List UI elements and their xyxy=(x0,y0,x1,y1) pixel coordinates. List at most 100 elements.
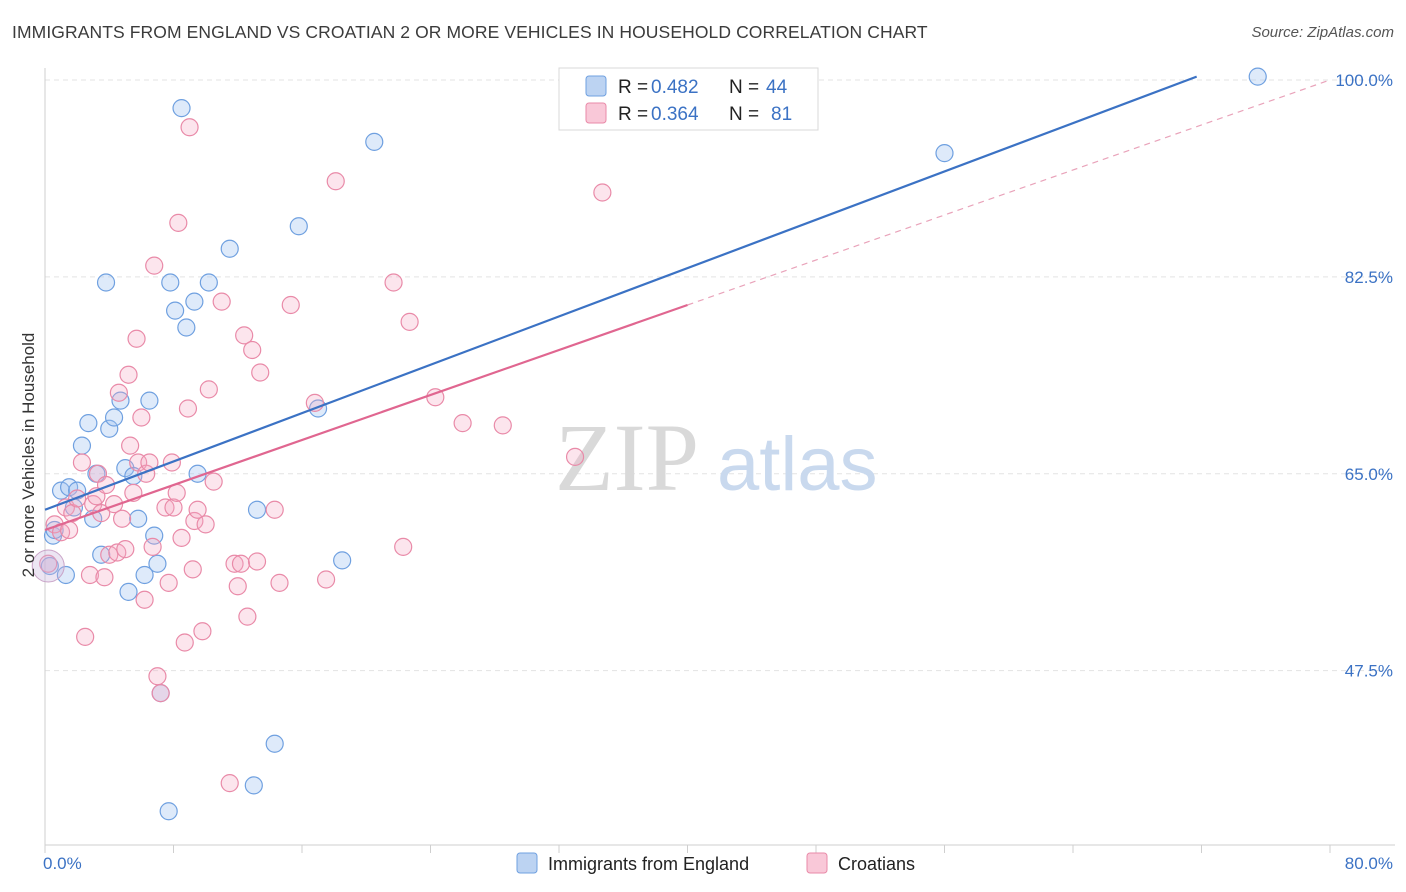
point-croatians-50 xyxy=(199,380,218,399)
legend-r-value-pink: 0.364 xyxy=(651,104,699,125)
y-tick-label-0: 47.5% xyxy=(1345,662,1393,681)
trend-croatians-dashed xyxy=(687,79,1331,306)
point-croatians-9 xyxy=(80,565,100,585)
point-croatians-7 xyxy=(72,453,92,472)
y-tick-label-1: 65.0% xyxy=(1345,465,1393,484)
point-england-15 xyxy=(104,408,124,427)
axes xyxy=(44,68,1395,853)
point-croatians-38 xyxy=(164,498,183,517)
point-england-4 xyxy=(56,565,75,585)
chart-title: IMMIGRANTS FROM ENGLAND VS CROATIAN 2 OR… xyxy=(12,22,928,42)
watermark-atlas: atlas xyxy=(717,422,878,507)
point-england-29 xyxy=(172,99,191,118)
bottom-legend: Immigrants from England Croatians xyxy=(516,852,915,874)
point-croatians-62 xyxy=(265,500,284,519)
point-england-31 xyxy=(185,292,204,311)
point-croatians-64 xyxy=(281,295,300,315)
point-england-36 xyxy=(247,500,267,519)
point-croatians-14 xyxy=(95,568,114,587)
point-england-8 xyxy=(72,436,92,455)
y-tick-label-3: 100.0% xyxy=(1335,71,1393,90)
point-croatians-44 xyxy=(180,118,199,137)
point-croatians-49 xyxy=(196,515,215,534)
bottom-legend-label-blue: Immigrants from England xyxy=(548,854,749,874)
series-immigrants-from-england xyxy=(40,67,1267,821)
point-croatians-60 xyxy=(247,552,267,571)
legend-swatch-blue xyxy=(585,75,607,97)
point-england-40 xyxy=(333,551,352,570)
bottom-legend-label-pink: Croatians xyxy=(838,854,915,874)
point-croatians-large xyxy=(31,549,65,583)
point-england-41 xyxy=(365,132,384,151)
point-croatians-46 xyxy=(185,511,204,531)
point-england-23 xyxy=(145,526,164,545)
y-axis-label: 2 or more Vehicles in Household xyxy=(19,333,38,578)
point-croatians-48 xyxy=(193,622,212,641)
point-croatians-25 xyxy=(127,329,146,348)
point-croatians-45 xyxy=(183,560,202,579)
point-england-37 xyxy=(265,734,284,753)
point-croatians-27 xyxy=(132,408,151,427)
point-croatians-75 xyxy=(593,183,612,202)
point-england-43 xyxy=(1248,67,1267,86)
point-croatians-63 xyxy=(270,573,289,592)
point-croatians-57 xyxy=(235,326,254,345)
point-croatians-21 xyxy=(116,540,135,559)
bottom-legend-swatch-blue xyxy=(516,852,538,874)
point-croatians-67 xyxy=(326,172,345,191)
legend-r-value-blue: 0.482 xyxy=(651,77,699,98)
legend: R = 0.482 N = 44 R = 0.364 N = 81 xyxy=(558,67,819,131)
point-england-26 xyxy=(159,802,178,821)
point-england-24 xyxy=(148,554,167,573)
y-tick-labels: 47.5% 65.0% 82.5% 100.0% xyxy=(1335,71,1393,681)
point-england-39 xyxy=(308,399,328,418)
point-croatians-19 xyxy=(109,383,128,402)
point-croatians-69 xyxy=(394,537,413,556)
point-croatians-56 xyxy=(231,554,251,573)
point-croatians-66 xyxy=(316,570,336,589)
point-england-21 xyxy=(135,565,154,585)
point-croatians-8 xyxy=(76,627,95,646)
point-croatians-40 xyxy=(169,213,188,232)
point-croatians-70 xyxy=(400,312,419,331)
point-croatians-41 xyxy=(172,528,191,547)
bottom-legend-swatch-pink xyxy=(806,852,828,874)
point-croatians-5 xyxy=(63,504,82,523)
watermark: ZIP atlas xyxy=(555,404,878,511)
point-croatians-47 xyxy=(188,500,207,519)
point-england-33 xyxy=(199,273,218,292)
series-croatians xyxy=(31,118,612,793)
point-croatians-20 xyxy=(112,509,132,528)
point-england-30 xyxy=(177,318,196,337)
point-england-38 xyxy=(289,217,308,236)
point-croatians-31 xyxy=(143,537,162,556)
watermark-zip: ZIP xyxy=(555,404,699,511)
point-croatians-32 xyxy=(145,256,164,275)
x-tick-labels: 0.0% 80.0% xyxy=(43,854,1393,873)
point-croatians-68 xyxy=(384,273,403,292)
point-croatians-51 xyxy=(204,472,223,491)
point-croatians-28 xyxy=(135,590,154,609)
source-label: Source: ZipAtlas.com xyxy=(1251,24,1394,41)
point-england-42 xyxy=(935,144,954,163)
point-croatians-73 xyxy=(493,416,512,435)
point-croatians-36 xyxy=(159,573,178,592)
point-croatians-54 xyxy=(225,554,244,573)
point-croatians-42 xyxy=(175,633,194,652)
point-england-14 xyxy=(100,419,119,438)
point-england-27 xyxy=(161,273,180,292)
point-croatians-59 xyxy=(243,340,262,360)
point-croatians-72 xyxy=(453,414,472,433)
point-croatians-34 xyxy=(151,684,170,703)
x-tick-label-0: 0.0% xyxy=(43,854,82,873)
point-england-34 xyxy=(220,239,239,258)
point-croatians-22 xyxy=(119,365,138,384)
trend-lines xyxy=(44,75,1331,532)
point-england-28 xyxy=(166,301,185,320)
trend-england xyxy=(44,75,1198,511)
point-england-20 xyxy=(129,509,148,528)
point-croatians-58 xyxy=(238,607,257,626)
point-croatians-23 xyxy=(121,436,140,455)
point-croatians-61 xyxy=(251,363,270,382)
